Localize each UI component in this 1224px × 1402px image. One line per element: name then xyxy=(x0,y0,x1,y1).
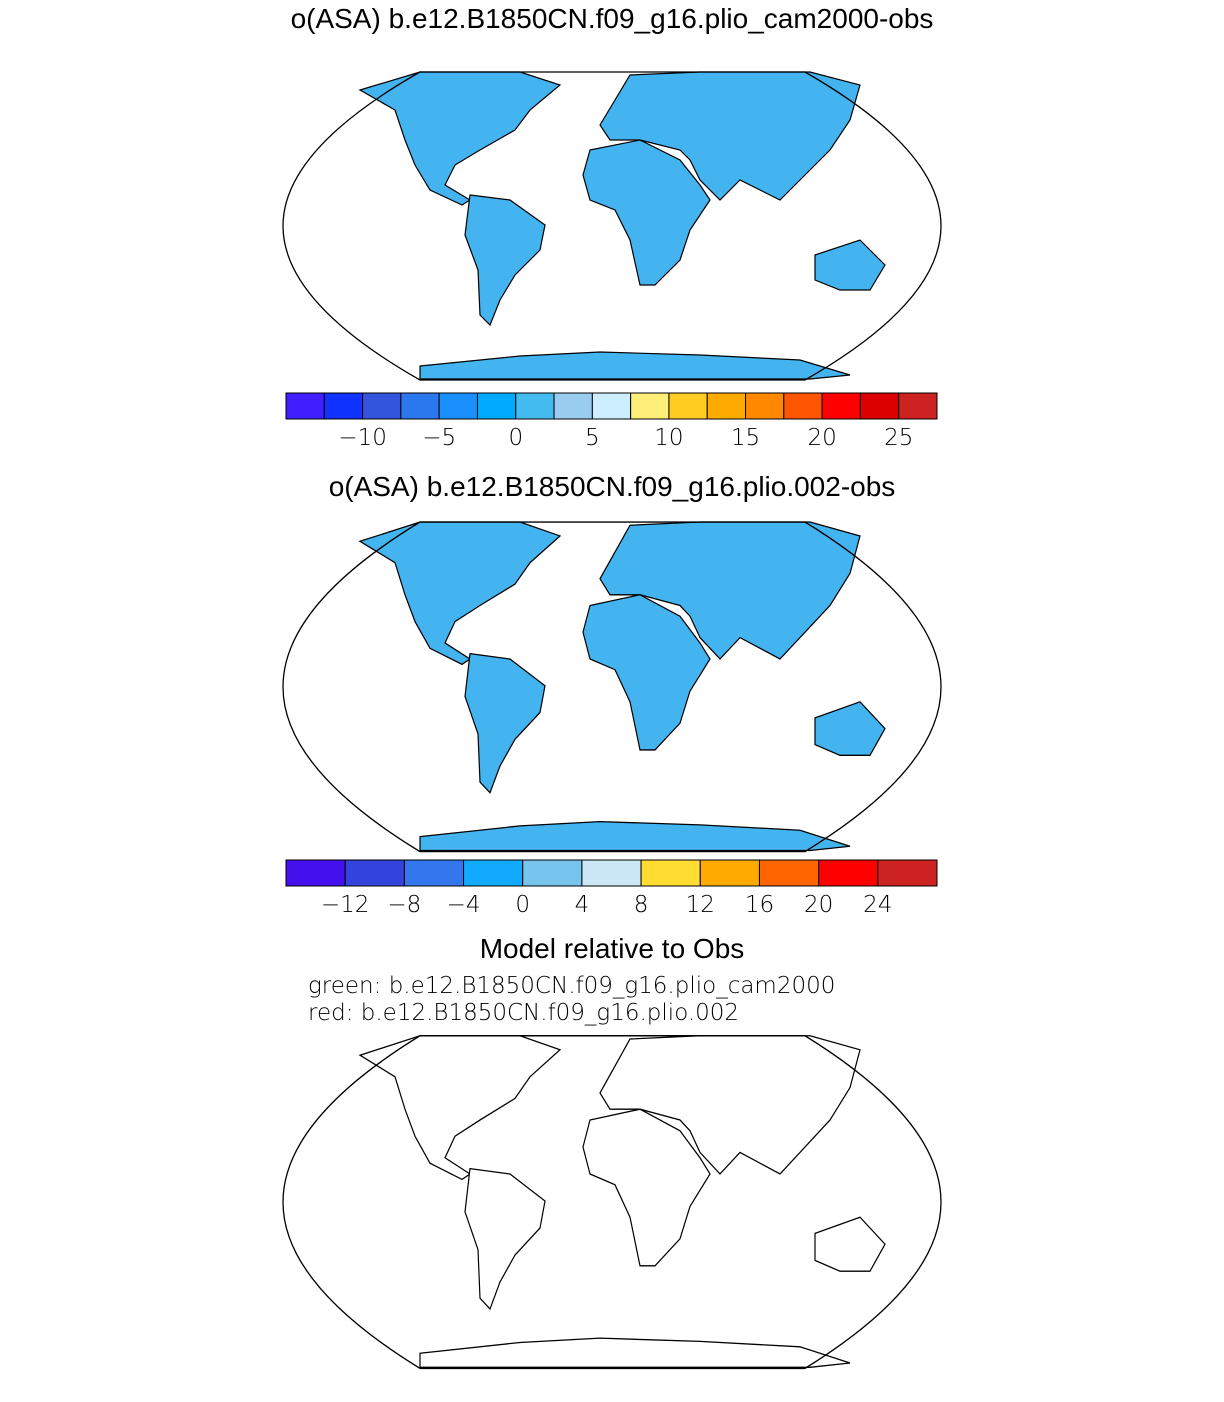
colorbar-box xyxy=(476,392,517,420)
colorbar-box xyxy=(745,392,785,420)
colorbar-box xyxy=(818,859,879,887)
colorbar-tick-label: 15 xyxy=(731,425,760,451)
colorbar-box xyxy=(403,859,465,887)
colorbar-box xyxy=(285,392,325,420)
colorbar-tick-label: −5 xyxy=(422,425,456,451)
colorbar-box xyxy=(515,392,555,420)
colorbar-tick-label: 25 xyxy=(884,425,913,451)
colorbar-tick-label: 0 xyxy=(515,892,530,918)
colorbar-box xyxy=(463,859,524,887)
colorbar-box xyxy=(522,859,583,887)
colorbar-tick-label: 10 xyxy=(654,425,683,451)
colorbar-box xyxy=(438,392,478,420)
colorbar-tick-label: −10 xyxy=(338,425,387,451)
colorbar-box xyxy=(898,392,938,420)
colorbar-tick-label: −8 xyxy=(387,892,421,918)
colorbar-tick-label: 5 xyxy=(585,425,600,451)
colorbar-box xyxy=(640,859,701,887)
map-title: o(ASA) b.e12.B1850CN.f09_g16.plio.002-ob… xyxy=(329,471,896,502)
colorbar-box xyxy=(581,859,642,887)
colorbar-box xyxy=(699,859,760,887)
colorbar-box xyxy=(668,392,708,420)
colorbar-tick-label: −4 xyxy=(447,892,481,918)
legend-line: red: b.e12.B1850CN.f09_g16.plio.002 xyxy=(308,1000,739,1026)
colorbar-tick-label: 20 xyxy=(807,425,836,451)
colorbar-tick-label: 4 xyxy=(575,892,590,918)
colorbar-box xyxy=(344,859,405,887)
colorbar-tick-label: 16 xyxy=(745,892,774,918)
colorbar-box xyxy=(859,392,900,420)
legend-line: green: b.e12.B1850CN.f09_g16.plio_cam200… xyxy=(308,973,835,999)
colorbar-tick-label: 20 xyxy=(804,892,833,918)
colorbar-box xyxy=(591,392,632,420)
colorbar-tick-label: 24 xyxy=(863,892,892,918)
colorbar-box xyxy=(285,859,346,887)
map xyxy=(282,521,942,853)
colorbar-box xyxy=(553,392,593,420)
map-title: Model relative to Obs xyxy=(480,933,745,964)
colorbar-box xyxy=(706,392,747,420)
colorbar-tick-label: 12 xyxy=(686,892,715,918)
map xyxy=(282,1035,942,1370)
colorbar-box xyxy=(877,859,938,887)
colorbar-box xyxy=(400,392,440,420)
colorbar-box xyxy=(362,392,402,420)
map-title: o(ASA) b.e12.B1850CN.f09_g16.plio_cam200… xyxy=(291,3,934,34)
colorbar-box xyxy=(783,392,823,420)
colorbar-tick-label: 0 xyxy=(508,425,523,451)
colorbar-box xyxy=(821,392,861,420)
map xyxy=(282,71,942,381)
colorbar-box xyxy=(323,392,364,420)
colorbar-box xyxy=(630,392,670,420)
colorbar-tick-label: 8 xyxy=(634,892,649,918)
colorbar-tick-label: −12 xyxy=(321,892,370,918)
colorbar-box xyxy=(758,859,820,887)
